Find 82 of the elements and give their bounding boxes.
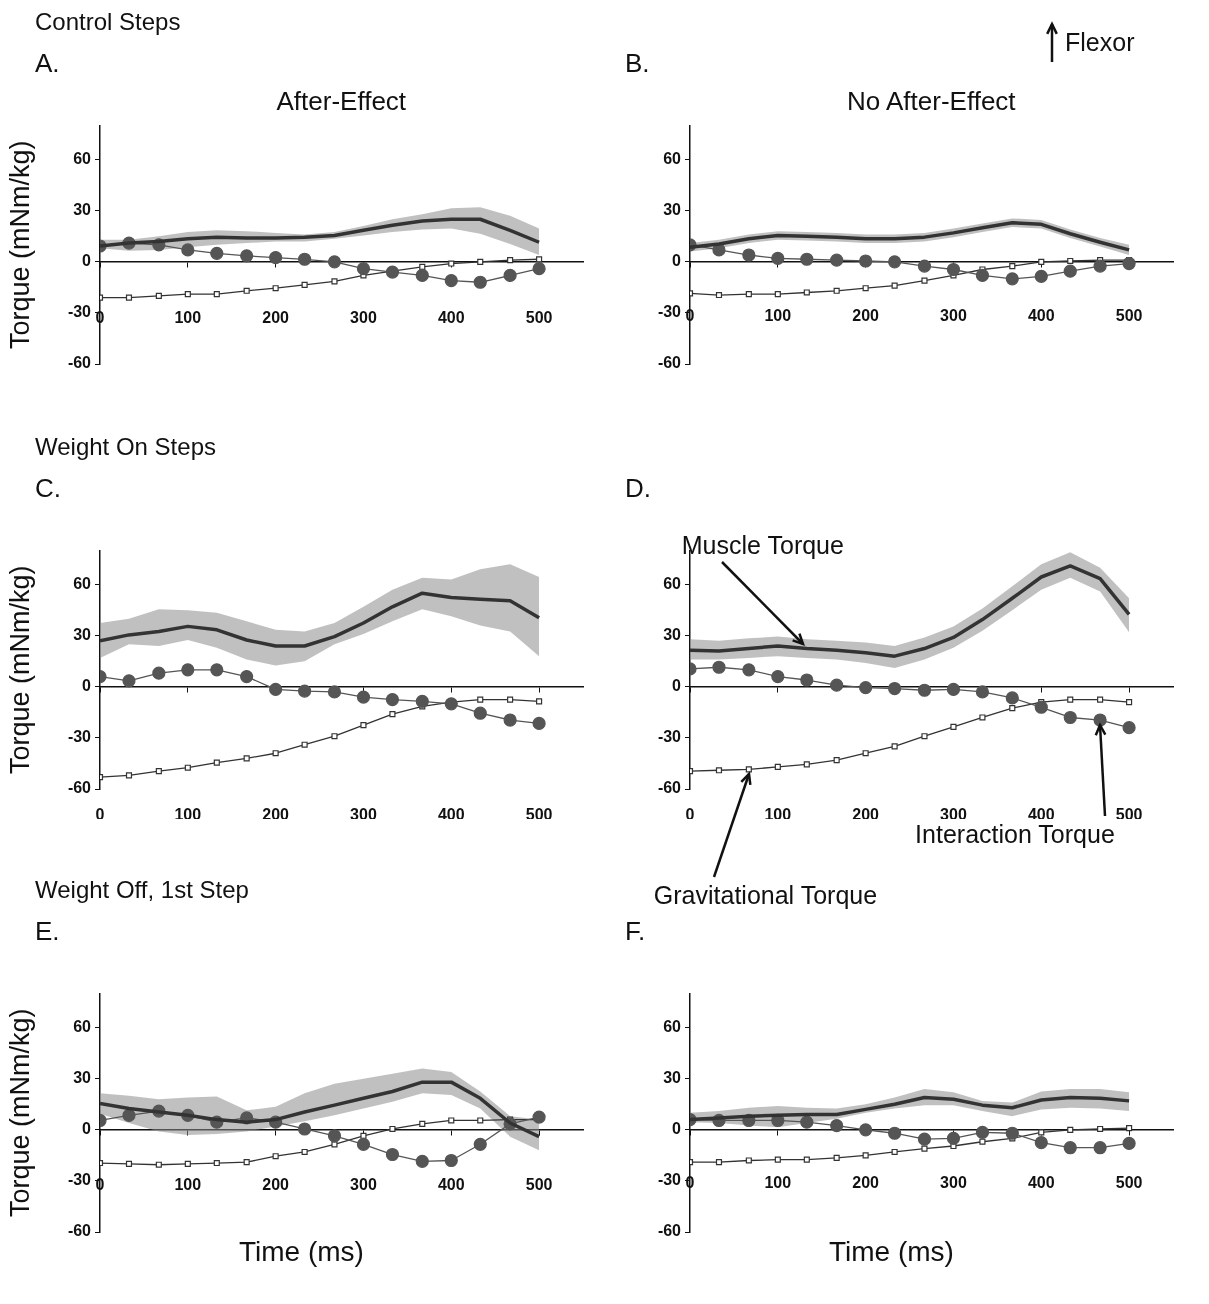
y-tick-label: 60 bbox=[73, 150, 92, 168]
y-tick-label: -60 bbox=[67, 1222, 92, 1240]
y-tick-label: 30 bbox=[663, 626, 682, 644]
y-tick-label: 0 bbox=[672, 1120, 682, 1138]
chart-title: F. bbox=[625, 916, 646, 947]
y-axis-title: Torque (mNm/kg) bbox=[4, 565, 35, 775]
x-tick-label: 400 bbox=[1027, 1173, 1055, 1191]
y-tick-label: 0 bbox=[82, 1120, 92, 1138]
x-tick-label: 100 bbox=[764, 1173, 792, 1191]
x-tick-label: 500 bbox=[1115, 306, 1143, 324]
y-axis-title: Torque (mNm/kg) bbox=[4, 1008, 35, 1218]
x-axis-title: Time (ms) bbox=[829, 1236, 954, 1268]
x-tick-label: 100 bbox=[764, 805, 792, 823]
chart-title: D. bbox=[625, 473, 651, 504]
y-tick-label: -30 bbox=[657, 728, 682, 746]
text: Flexor bbox=[1065, 28, 1135, 57]
x-tick-label: 100 bbox=[174, 308, 202, 326]
x-tick-label: 0 bbox=[685, 805, 695, 823]
x-tick-label: 400 bbox=[1027, 805, 1055, 823]
y-tick-label: -30 bbox=[67, 728, 92, 746]
x-tick-label: 200 bbox=[262, 805, 290, 823]
x-tick-label: 300 bbox=[940, 1173, 967, 1191]
y-tick-label: -30 bbox=[657, 1171, 682, 1189]
y-tick-label: -60 bbox=[67, 354, 92, 372]
y-tick-label: 0 bbox=[82, 252, 92, 270]
x-tick-label: 400 bbox=[1027, 306, 1055, 324]
x-tick-label: 500 bbox=[525, 308, 553, 326]
chart-title: E. bbox=[35, 916, 60, 947]
y-tick-label: -60 bbox=[657, 354, 682, 372]
y-axis-title: Torque (mNm/kg) bbox=[4, 140, 35, 350]
y-tick-label: 30 bbox=[663, 1069, 682, 1087]
x-tick-label: 100 bbox=[764, 306, 792, 324]
annotation: Gravitational Torque bbox=[653, 881, 878, 911]
y-tick-label: -60 bbox=[67, 779, 92, 797]
x-tick-label: 200 bbox=[262, 308, 290, 326]
y-tick-label: -30 bbox=[67, 1171, 92, 1189]
chart-title: C. bbox=[35, 473, 61, 504]
y-tick-label: 30 bbox=[73, 201, 92, 219]
x-tick-label: 200 bbox=[262, 1175, 290, 1193]
y-tick-label: 60 bbox=[73, 1018, 92, 1036]
chart-title: A. bbox=[35, 48, 60, 79]
x-tick-label: 300 bbox=[350, 308, 377, 326]
y-tick-label: 60 bbox=[73, 575, 92, 593]
x-tick-label: 500 bbox=[525, 805, 553, 823]
x-tick-label: 400 bbox=[437, 805, 465, 823]
text: Weight On Steps bbox=[35, 433, 216, 461]
x-tick-label: 200 bbox=[852, 805, 880, 823]
y-tick-label: -30 bbox=[657, 303, 682, 321]
y-tick-label: 60 bbox=[663, 150, 682, 168]
y-tick-label: -60 bbox=[657, 779, 682, 797]
chart-title: B. bbox=[625, 48, 650, 79]
annotation: Muscle Torque bbox=[681, 530, 844, 560]
text: Weight Off, 1st Step bbox=[35, 876, 249, 904]
y-tick-label: 30 bbox=[73, 626, 92, 644]
y-tick-label: -60 bbox=[657, 1222, 682, 1240]
chart-subtitle: No After-Effect bbox=[847, 86, 1016, 117]
y-tick-label: 30 bbox=[663, 201, 682, 219]
x-tick-label: 0 bbox=[95, 805, 105, 823]
x-axis-title: Time (ms) bbox=[239, 1236, 364, 1268]
x-tick-label: 500 bbox=[1115, 805, 1143, 823]
x-tick-label: 400 bbox=[437, 1175, 465, 1193]
y-tick-label: 30 bbox=[73, 1069, 92, 1087]
y-tick-label: 0 bbox=[672, 677, 682, 695]
x-tick-label: 100 bbox=[174, 1175, 202, 1193]
x-tick-label: 300 bbox=[350, 1175, 377, 1193]
x-tick-label: 100 bbox=[174, 805, 202, 823]
x-tick-label: 200 bbox=[852, 306, 880, 324]
x-tick-label: 400 bbox=[437, 308, 465, 326]
x-tick-label: 300 bbox=[940, 805, 967, 823]
x-tick-label: 300 bbox=[350, 805, 377, 823]
x-tick-label: 200 bbox=[852, 1173, 880, 1191]
annotation: Interaction Torque bbox=[915, 820, 1115, 850]
x-tick-label: 300 bbox=[940, 306, 967, 324]
y-tick-label: 0 bbox=[82, 677, 92, 695]
y-tick-label: 60 bbox=[663, 1018, 682, 1036]
y-tick-label: -30 bbox=[67, 303, 92, 321]
y-tick-label: 60 bbox=[663, 575, 682, 593]
chart-subtitle: After-Effect bbox=[276, 86, 407, 117]
y-tick-label: 0 bbox=[672, 252, 682, 270]
text: Control Steps bbox=[35, 8, 181, 36]
x-tick-label: 500 bbox=[525, 1175, 553, 1193]
x-tick-label: 500 bbox=[1115, 1173, 1143, 1191]
